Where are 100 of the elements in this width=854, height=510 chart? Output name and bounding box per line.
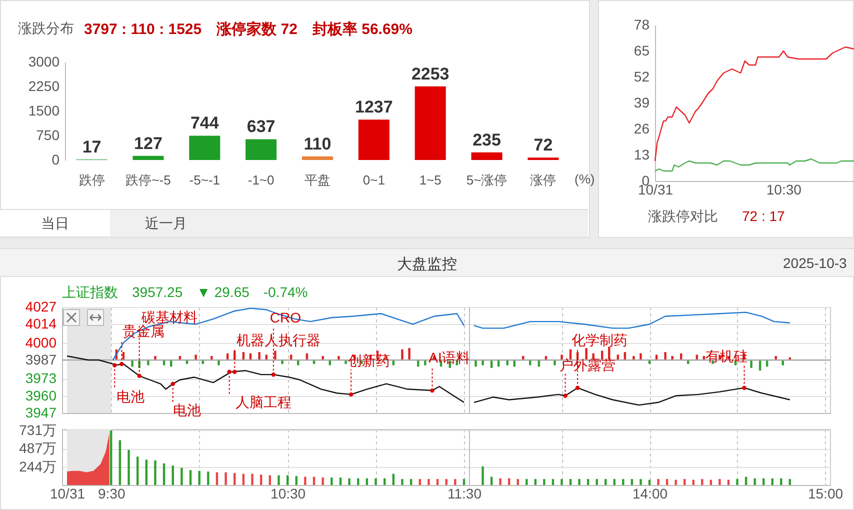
line-series (654, 158, 854, 172)
annotation: 户外露营 (559, 356, 616, 373)
y-tick-label: 65 (634, 42, 650, 58)
bar (401, 479, 404, 485)
bar (788, 479, 791, 485)
annotation: 有机硅 (705, 348, 748, 364)
bar (554, 360, 556, 366)
bar (552, 479, 554, 485)
bar (622, 479, 624, 485)
x-tick-label: 1~5 (419, 172, 442, 188)
bar (154, 460, 156, 485)
bar (445, 479, 448, 485)
x-axis-title: (%) (574, 172, 595, 186)
bar (274, 350, 276, 360)
chart-title: 大盘监控 (397, 256, 457, 273)
bar (194, 354, 197, 360)
bar (499, 478, 502, 485)
bar (657, 479, 660, 485)
bar (295, 476, 298, 485)
bar (482, 466, 484, 485)
bar (180, 468, 183, 485)
text: 涨跌停对比 (648, 208, 718, 226)
bar (482, 360, 484, 366)
data-label: 2253 (411, 64, 450, 84)
data-label: 1237 (355, 98, 393, 117)
bar (246, 139, 277, 160)
bar (132, 156, 164, 160)
bar (529, 360, 532, 366)
bar (251, 474, 254, 485)
x-tick-label: 涨停 (530, 172, 556, 188)
bar (218, 360, 220, 366)
annotation: 机器人执行器 (236, 332, 321, 348)
y-tick-label: 3960 (25, 387, 57, 404)
bar (304, 476, 306, 485)
bar (543, 479, 546, 485)
data-label: 127 (134, 134, 162, 153)
bar (701, 479, 704, 485)
bar (418, 479, 421, 485)
bar (462, 479, 466, 485)
x-tick-label: 9:30 (98, 486, 126, 502)
bar (664, 352, 666, 360)
data-label: 72 (534, 136, 553, 155)
x-tick-label: -5~-1 (189, 172, 220, 188)
bar (348, 478, 350, 485)
x-tick-label: 10:30 (766, 182, 802, 198)
text: 近一月 (144, 214, 188, 233)
y-tick-label: 3947 (25, 404, 57, 420)
bar (666, 479, 668, 485)
bar (258, 352, 260, 360)
bar (278, 475, 280, 485)
bar (302, 156, 334, 160)
bar (330, 478, 333, 485)
y-tick-label: 487万 (19, 440, 56, 456)
bar (569, 479, 572, 485)
annotation: 电池 (172, 402, 201, 418)
bar (374, 478, 377, 485)
bar (118, 440, 122, 485)
bar (684, 479, 686, 485)
bar (322, 478, 324, 485)
annotation: 创新药 (348, 352, 390, 368)
bar (516, 479, 519, 485)
annotation: 电池 (116, 388, 145, 404)
bar (560, 479, 563, 485)
bar (207, 472, 210, 485)
y-tick-label: 3000 (28, 54, 60, 70)
bar (172, 466, 174, 485)
bar (128, 450, 130, 485)
y-tick-label: 3987 (25, 352, 57, 368)
bar (750, 360, 752, 368)
bar (234, 473, 236, 485)
bar (436, 479, 439, 485)
x-tick-label: 10:30 (270, 486, 306, 502)
bar (640, 479, 642, 485)
y-tick-label: 4014 (25, 316, 57, 332)
y-tick-label: 4027 (25, 298, 57, 314)
x-tick-label: 跌停~-5 (126, 172, 171, 188)
annotation: 化学制药 (572, 332, 628, 348)
line-series (654, 46, 854, 162)
data-label: 17 (82, 137, 102, 156)
bar (613, 479, 616, 485)
bar (145, 460, 148, 485)
y-tick-label: 4000 (25, 334, 57, 350)
bar (471, 152, 502, 160)
bar (224, 472, 227, 485)
bar (585, 348, 588, 360)
annotation: 人脑工程 (235, 394, 292, 410)
bar (401, 349, 404, 360)
bar (526, 479, 528, 485)
x-tick-label: 10/31 (50, 486, 86, 502)
bar (674, 480, 677, 485)
bar (578, 479, 580, 485)
bar (162, 463, 166, 485)
bar (474, 360, 477, 367)
chart-subtitle: 上证指数 3957.25 ▼ 29.65 -0.74% (62, 284, 308, 302)
y-tick-label: 731万 (19, 422, 56, 438)
bar (506, 360, 508, 366)
bar (189, 470, 192, 485)
x-tick-label: 5~涨停 (466, 172, 508, 188)
bar (414, 86, 446, 160)
data-label: 637 (246, 117, 276, 136)
